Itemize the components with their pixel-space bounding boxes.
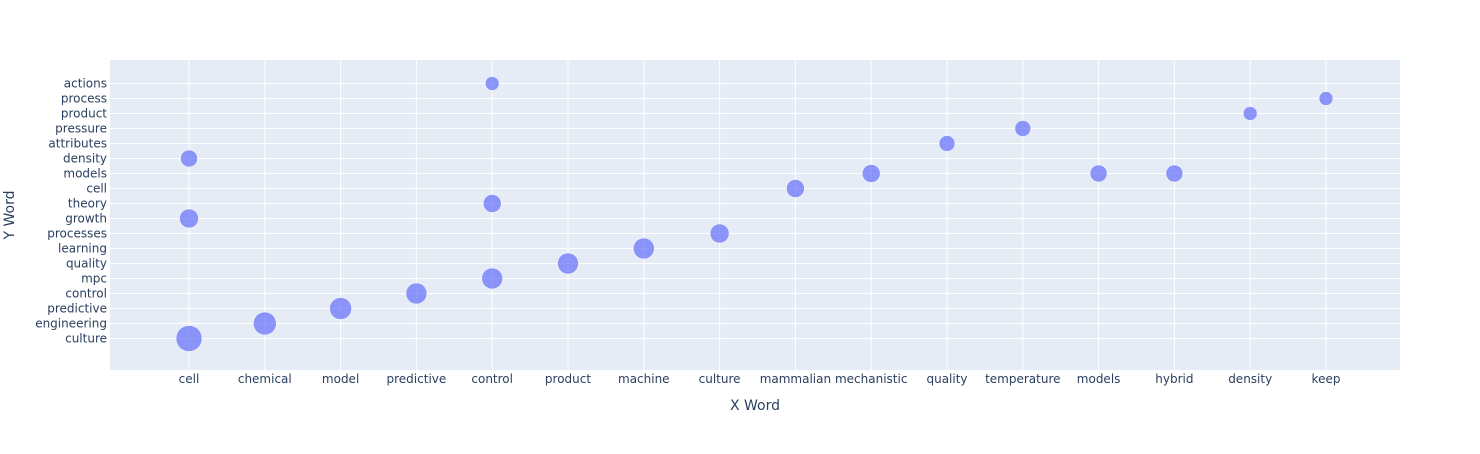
data-points (175, 76, 1334, 352)
data-point[interactable] (786, 179, 805, 198)
data-point[interactable] (557, 252, 579, 275)
data-point[interactable] (861, 164, 881, 183)
x-tick-label: predictive (387, 372, 447, 386)
y-tick-label: process (61, 92, 107, 106)
x-tick-label: model (322, 372, 359, 386)
y-tick-label: models (63, 167, 107, 181)
data-point[interactable] (633, 237, 655, 260)
y-tick-label: control (65, 287, 107, 301)
data-point[interactable] (175, 325, 203, 352)
x-tick-label: quality (926, 372, 967, 386)
data-point[interactable] (179, 208, 199, 229)
x-tick-label: control (471, 372, 513, 386)
y-tick-label: density (63, 152, 107, 166)
y-tick-label: processes (47, 227, 107, 241)
data-point[interactable] (329, 297, 352, 320)
gridlines (110, 60, 1400, 370)
data-point[interactable] (253, 311, 277, 336)
data-point[interactable] (709, 223, 730, 244)
x-tick-labels: cell chemical model predictive control produc… (179, 372, 1341, 386)
y-tick-label: theory (68, 197, 107, 211)
data-point[interactable] (938, 135, 956, 152)
y-tick-label: product (61, 107, 107, 121)
x-tick-label: mammalian (760, 372, 831, 386)
y-axis-title: Y Word (2, 191, 18, 241)
y-tick-label: cell (86, 182, 107, 196)
x-axis-title: X Word (730, 398, 780, 414)
data-point[interactable] (1089, 164, 1108, 183)
y-tick-label: mpc (81, 272, 107, 286)
x-tick-label: cell (179, 372, 200, 386)
x-tick-label: density (1228, 372, 1272, 386)
plot-background (110, 60, 1400, 370)
y-tick-label: predictive (47, 302, 107, 316)
x-tick-label: chemical (238, 372, 292, 386)
y-tick-label: growth (65, 212, 107, 226)
x-tick-label: machine (618, 372, 670, 386)
x-tick-label: mechanistic (835, 372, 907, 386)
x-tick-label: hybrid (1155, 372, 1193, 386)
data-point[interactable] (1318, 91, 1334, 106)
y-tick-label: engineering (35, 317, 107, 331)
y-tick-label: learning (58, 242, 107, 256)
x-tick-label: keep (1312, 372, 1341, 386)
data-point[interactable] (482, 194, 502, 213)
data-point[interactable] (180, 149, 198, 168)
y-tick-label: attributes (48, 137, 107, 151)
data-point[interactable] (1242, 106, 1258, 121)
data-point[interactable] (1014, 120, 1032, 137)
x-tick-label: culture (699, 372, 741, 386)
x-tick-label: product (545, 372, 591, 386)
y-tick-label: quality (66, 257, 107, 271)
y-tick-label: pressure (55, 122, 107, 136)
data-point[interactable] (405, 282, 428, 305)
x-tick-label: temperature (985, 372, 1060, 386)
y-tick-label: actions (64, 77, 107, 91)
x-tick-label: models (1077, 372, 1121, 386)
data-point[interactable] (481, 267, 503, 290)
y-tick-label: culture (65, 332, 107, 346)
data-point[interactable] (1165, 164, 1184, 183)
data-point[interactable] (484, 76, 500, 91)
y-tick-labels: cultureengineeringpredictivecontrolmpcqu… (35, 77, 107, 346)
